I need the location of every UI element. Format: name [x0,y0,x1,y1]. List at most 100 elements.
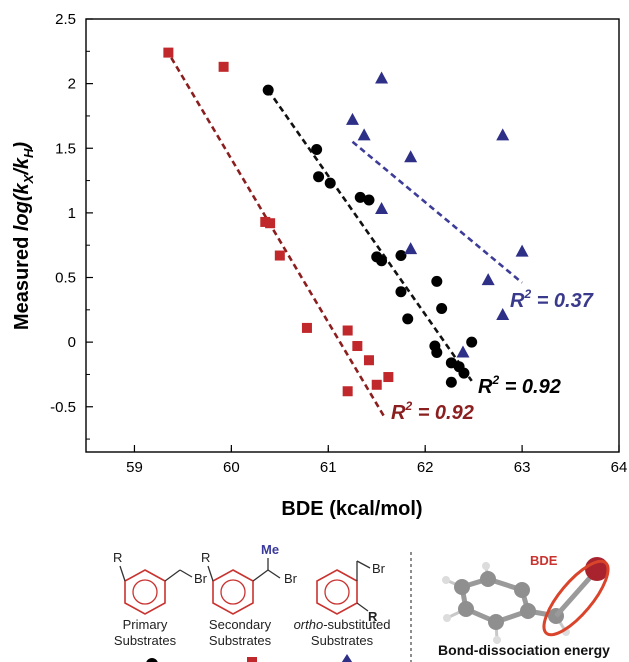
secondary-marker-icon [247,657,257,662]
primary-data-point [466,336,478,348]
primary-fit-line [267,89,473,382]
primary-data-point [354,191,366,203]
carbon-atom [488,614,504,630]
bde-highlight-ellipse [542,559,610,637]
r-group-label: R [368,609,378,624]
benzene-ring-secondary [212,569,254,615]
y-axis-ticks: 2.5 2 1.5 1 0.5 0 -0.5 [50,11,93,440]
secondary-data-point [274,250,285,261]
ortho-data-point [357,128,371,141]
x-tick-label: 59 [126,459,143,476]
ortho-data-point [496,128,510,141]
secondary-data-point [342,386,353,397]
hydrogen-atom [482,562,490,570]
aromatic-ring-circle [324,579,350,605]
primary-data-point [262,84,274,96]
ortho-data-point [375,71,389,84]
secondary-label-line1: Secondary [209,617,272,632]
x-tick-label: 61 [320,459,337,476]
primary-data-point [445,376,457,388]
bromine-label: Br [372,561,386,576]
primary-data-point [311,144,323,156]
primary-substrate-structure: Br R [113,550,208,615]
bond [267,569,281,579]
secondary-data-point [218,61,229,72]
primary-data-point [324,177,336,189]
bond [252,569,269,582]
hydrogen-atom [493,636,501,644]
ortho-data-point [456,345,470,358]
bond [119,565,126,582]
ortho-label-line1: ortho-substituted [294,617,391,632]
ortho-data-point [481,273,495,286]
carbon-atom [480,571,496,587]
y-tick-label: 0 [68,334,76,351]
y-tick-label: 2.5 [55,11,76,28]
secondary-data-point [352,341,363,352]
carbon-atom [520,603,536,619]
ortho-label-line2: Substrates [311,633,374,648]
primary-data-point [431,346,443,358]
x-axis-ticks: 59 60 61 62 63 64 [126,445,627,476]
benzene-ring-ortho [316,569,358,615]
molecule-3d-illustration: BDE [442,553,610,644]
x-axis-title: BDE (kcal/mol) [281,498,422,520]
aromatic-ring-circle [132,579,158,605]
bond [356,602,369,612]
chart: 59 60 61 62 63 64 2.5 2 1.5 1 0.5 0 -0.5 BDE (kcal/… [11,11,627,520]
ortho-fit-line [351,140,523,284]
secondary-data-point [265,218,276,229]
primary-data-point [402,313,414,325]
primary-data-point [313,171,325,183]
benzene-ring-primary [124,569,166,615]
carbon-atom [514,582,530,598]
y-tick-label: 1 [68,205,76,222]
methyl-label: Me [261,542,279,557]
secondary-data-point [342,325,353,336]
primary-label-line1: Primary [123,617,168,632]
secondary-data-point [363,355,374,366]
ortho-data-point [404,242,418,255]
carbon-atom [458,601,474,617]
x-tick-label: 63 [514,459,531,476]
bde-badge: BDE [530,553,558,568]
aromatic-ring-circle [220,579,246,605]
secondary-fit-line [170,57,386,418]
carbon-atom [454,579,470,595]
primary-data-point [458,367,470,379]
x-tick-label: 62 [417,459,434,476]
ortho-data-point [346,112,359,125]
ortho-data-point [515,244,529,257]
primary-data-point [376,255,388,267]
bond [164,569,181,582]
y-tick-label: 1.5 [55,140,76,157]
ring-bonds [459,576,559,625]
bond [207,565,214,582]
ortho-data-point [404,150,418,163]
secondary-data-point [163,47,174,58]
primary-marker-icon [146,658,158,662]
ortho-marker-icon [341,654,353,662]
r2-label-primary: R2 = 0.92 [478,373,561,398]
bond [356,560,371,569]
y-tick-label: 0.5 [55,270,76,287]
x-tick-label: 64 [611,459,628,476]
primary-data-point [436,303,448,315]
secondary-substrate-structure: Me Br R [201,542,298,615]
r2-label-secondary: R2 = 0.92 [391,399,474,424]
secondary-label-line2: Substrates [209,633,272,648]
primary-label-line2: Substrates [114,633,177,648]
bromine-label: Br [284,571,298,586]
bond [179,569,193,578]
bond-dissociation-caption: Bond-dissociation energy [438,642,610,658]
y-tick-label: 2 [68,76,76,93]
primary-data-point [363,194,375,206]
secondary-data-point [301,322,312,333]
primary-data-point [431,275,443,287]
r-group-label: R [113,550,122,565]
plot-frame [85,18,620,453]
bromine-label: Br [194,571,208,586]
substrate-scheme: Br R Primary Substrates Me Br R Secondar… [113,542,610,662]
secondary-data-point [371,379,382,390]
